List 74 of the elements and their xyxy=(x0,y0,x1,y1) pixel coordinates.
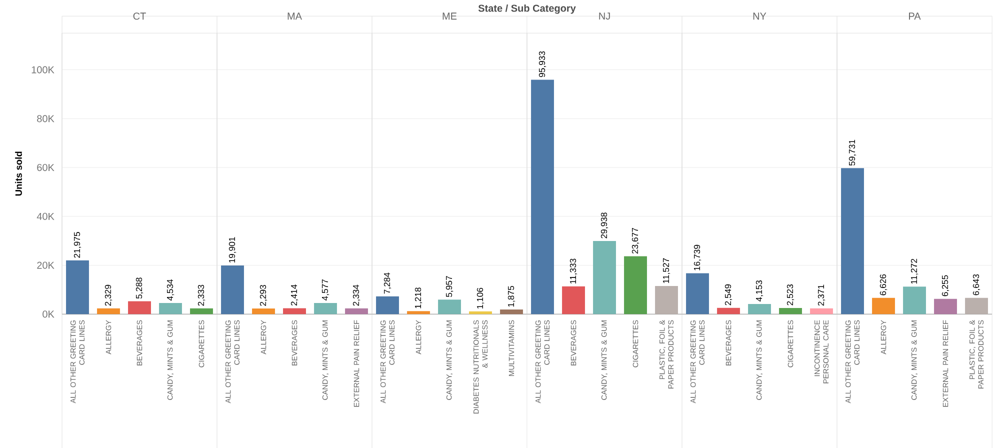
data-label: 2,523 xyxy=(786,284,794,306)
y-tick-label: 20K xyxy=(37,262,54,269)
bar xyxy=(159,302,182,314)
bar xyxy=(748,304,771,314)
bar xyxy=(376,296,399,314)
chart-title: PA xyxy=(909,12,921,20)
data-label: 1,106 xyxy=(476,288,484,308)
data-label: 1,875 xyxy=(508,286,516,306)
data-label: 2,549 xyxy=(724,284,732,306)
y-tick-label: 80K xyxy=(37,114,54,122)
data-label: 59,731 xyxy=(848,140,856,166)
bar xyxy=(841,168,864,314)
bar xyxy=(500,309,523,314)
data-label: 2,293 xyxy=(260,284,268,306)
y-tick-label: 40K xyxy=(36,212,54,220)
data-label: 19,901 xyxy=(228,236,236,262)
chart-title: NJ xyxy=(599,12,610,20)
bar xyxy=(965,298,988,314)
chart-title: NY xyxy=(753,12,766,20)
chart-title: MA xyxy=(288,12,302,20)
data-label: 2,371 xyxy=(818,284,826,306)
bar xyxy=(717,308,740,314)
data-label: 4,153 xyxy=(756,280,764,302)
data-label: 2,333 xyxy=(198,284,206,306)
bar xyxy=(686,273,709,314)
data-label: 21,975 xyxy=(74,232,82,258)
data-label: 16,739 xyxy=(694,244,702,270)
bar xyxy=(407,310,430,314)
data-label: 2,414 xyxy=(290,284,298,306)
data-label: 29,938 xyxy=(600,212,608,238)
bar xyxy=(779,308,802,314)
bar xyxy=(252,308,275,314)
bar xyxy=(903,286,926,314)
bar xyxy=(438,299,461,314)
bar xyxy=(128,301,151,314)
data-label: 4,577 xyxy=(322,279,330,300)
data-label: 11,333 xyxy=(570,258,578,284)
data-label: 6,626 xyxy=(880,274,888,296)
y-tick-label: 0K xyxy=(42,310,54,318)
data-label: 5,957 xyxy=(446,276,454,297)
bar xyxy=(283,308,306,314)
bar xyxy=(314,302,337,314)
bar xyxy=(593,240,616,314)
data-label: 4,534 xyxy=(166,279,174,300)
data-label: 95,933 xyxy=(538,51,546,77)
text: State / Sub Category xyxy=(478,4,576,14)
data-label: 6,643 xyxy=(972,274,980,295)
data-label: 1,218 xyxy=(414,287,422,308)
bar xyxy=(469,311,492,314)
bar xyxy=(810,308,833,314)
bar xyxy=(872,298,895,314)
bar xyxy=(531,80,554,314)
data-label: 6,255 xyxy=(942,275,950,296)
y-tick-label: 60K xyxy=(37,164,54,171)
data-label: 23,677 xyxy=(632,228,640,254)
data-label: 11,527 xyxy=(662,258,670,283)
data-label: 5,288 xyxy=(136,277,144,298)
bar xyxy=(655,286,678,314)
data-label: 2,334 xyxy=(352,284,360,306)
bar xyxy=(562,286,585,314)
bar xyxy=(624,256,647,314)
bar xyxy=(190,308,213,314)
bar xyxy=(97,308,120,314)
chart-title: ME xyxy=(442,12,457,20)
bar xyxy=(934,298,957,314)
chart-title: CT xyxy=(133,12,146,20)
data-label: 11,272 xyxy=(910,258,918,284)
bar xyxy=(221,265,244,314)
bar xyxy=(66,260,89,314)
bar xyxy=(345,308,368,314)
y-axis-title: Units sold xyxy=(15,152,22,196)
data-label: 7,284 xyxy=(384,272,392,294)
data-label: 2,329 xyxy=(104,284,112,306)
y-tick-label: 100K xyxy=(32,66,54,74)
